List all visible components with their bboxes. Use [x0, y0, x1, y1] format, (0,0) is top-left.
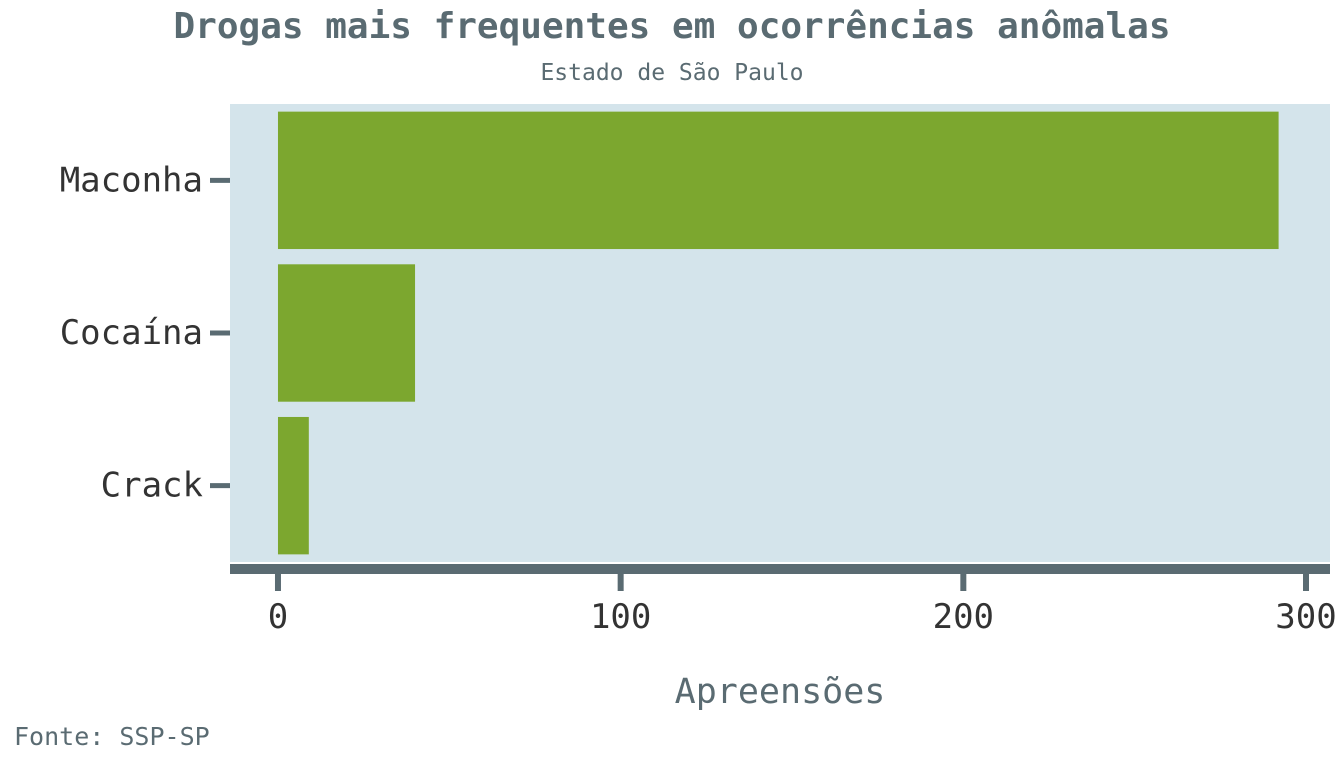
x-tick-label-300: 300 [1275, 597, 1336, 637]
chart-caption: Fonte: SSP-SP [14, 722, 210, 751]
bar-cocaina [277, 264, 416, 402]
x-tick-label-200: 200 [933, 597, 994, 637]
x-axis: 0 100 200 300 [268, 569, 1337, 637]
y-axis: Maconha Cocaína Crack [60, 160, 230, 506]
chart-title: Drogas mais frequentes em ocorrências an… [173, 6, 1171, 47]
y-tick-label-crack: Crack [101, 466, 203, 506]
chart-subtitle: Estado de São Paulo [540, 60, 804, 86]
x-tick-label-0: 0 [268, 597, 288, 637]
bar-maconha [277, 111, 1279, 250]
x-axis-title: Apreensões [675, 672, 886, 712]
bar-crack [277, 416, 309, 555]
y-tick-label-maconha: Maconha [60, 160, 203, 200]
x-tick-label-100: 100 [590, 597, 651, 637]
bars-group [277, 111, 1279, 555]
y-tick-label-cocaina: Cocaína [60, 313, 203, 353]
